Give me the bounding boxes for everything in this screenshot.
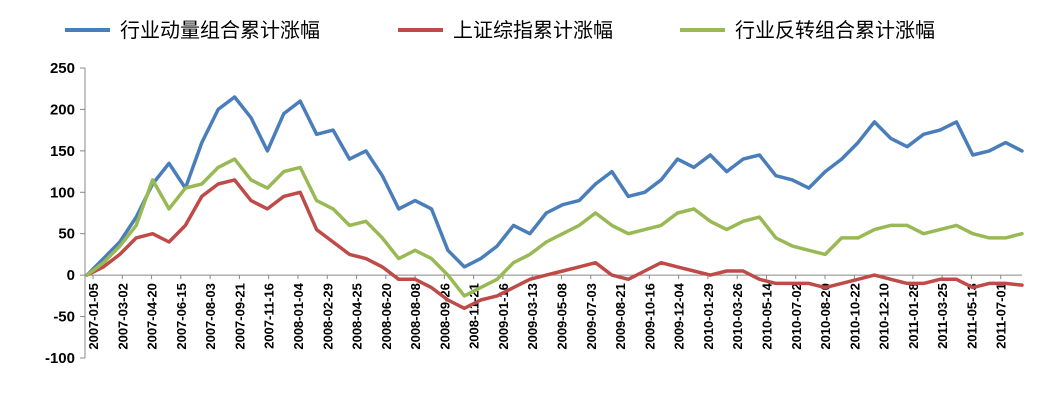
x-tick-label: 2009-08-21 [613,283,628,350]
y-tick-label: 150 [50,143,75,160]
y-tick-label: 200 [50,101,75,118]
x-tick-label: 2008-01-04 [291,282,306,349]
x-tick-label: 2009-05-08 [555,283,570,350]
x-tick-label: 2008-04-25 [350,283,365,350]
y-tick-label: 100 [50,184,75,201]
x-tick-label: 2010-03-26 [730,283,745,350]
x-tick-label: 2007-01-05 [86,283,101,350]
y-tick-label: -50 [53,309,75,326]
x-tick-label: 2009-03-13 [525,283,540,350]
legend-label-2: 上证综指累计涨幅 [453,18,613,42]
x-tick-label: 2007-04-20 [145,283,160,350]
x-tick-label: 2007-11-16 [262,283,277,349]
series-line-3 [85,157,1024,298]
x-tick-label: 2007-06-15 [174,283,189,350]
x-tick-label: 2010-12-10 [877,283,892,350]
series-group [85,95,1024,311]
x-tick-label: 2009-01-16 [496,283,511,350]
legend-label-3: 行业反转组合累计涨幅 [735,18,935,42]
x-tick-label: 2011-07-01 [994,283,1009,349]
x-tick-label: 2011-01-28 [906,283,921,349]
x-tick-label: 2010-01-29 [701,283,716,350]
x-tick-label: 2008-02-29 [320,283,335,350]
x-tick-label: 2011-03-25 [935,283,950,349]
axes: -100 -50 0 50 100 150 200 250 2007-01-05 2007-03-… [45,60,1022,367]
legend-label-1: 行业动量组合累计涨幅 [120,18,320,42]
x-tick-label: 2007-03-02 [115,283,130,350]
legend: 行业动量组合累计涨幅 上证综指累计涨幅 行业反转组合累计涨幅 [65,18,935,42]
y-tick-label: 0 [67,267,75,284]
x-tick-label: 2007-08-03 [203,283,218,350]
x-tick-label: 2007-09-21 [232,283,247,350]
x-tick-label: 2008-06-20 [379,283,394,350]
x-tick-label: 2010-05-14 [759,282,774,349]
x-tick-label: 2010-08-20 [818,283,833,350]
x-tick-label: 2011-05-13 [964,283,979,349]
x-tick-label: 2010-10-22 [847,283,862,350]
x-tick-label: 2010-07-02 [789,283,804,350]
x-tick-label: 2009-10-16 [642,283,657,350]
x-tick-label: 2009-12-04 [672,282,687,349]
y-tick-label: 250 [50,60,75,77]
series-line-2 [85,178,1024,311]
x-tick-label: 2008-08-08 [408,283,423,350]
y-tick-label: -100 [45,350,75,367]
y-tick-label: 50 [58,226,75,243]
x-tick-label: 2009-07-03 [584,283,599,350]
series-line-1 [85,95,1024,277]
